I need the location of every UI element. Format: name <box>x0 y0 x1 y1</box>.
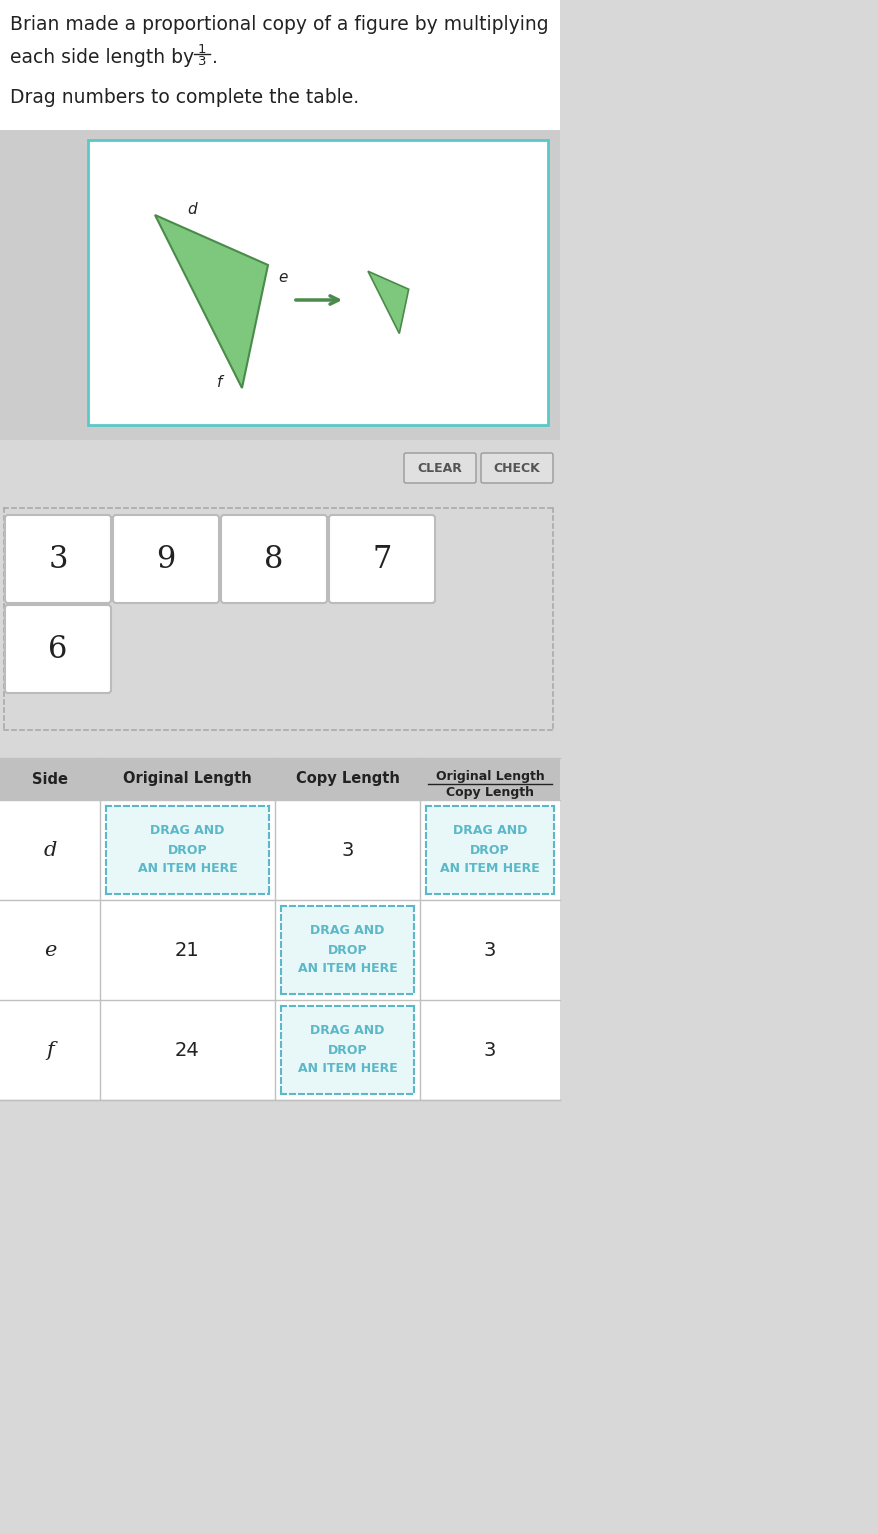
Text: e: e <box>277 270 287 285</box>
Text: 1: 1 <box>198 43 206 57</box>
Text: DRAG AND
DROP
AN ITEM HERE: DRAG AND DROP AN ITEM HERE <box>138 824 237 876</box>
FancyBboxPatch shape <box>426 805 553 894</box>
FancyBboxPatch shape <box>0 0 559 135</box>
Text: f: f <box>46 1040 54 1060</box>
Text: 21: 21 <box>175 940 199 959</box>
FancyBboxPatch shape <box>88 140 547 425</box>
Text: e: e <box>44 940 56 959</box>
Text: 3: 3 <box>341 841 353 859</box>
Polygon shape <box>368 272 408 333</box>
Text: 3: 3 <box>198 55 206 67</box>
Text: d: d <box>187 202 197 216</box>
FancyBboxPatch shape <box>0 130 559 440</box>
FancyBboxPatch shape <box>5 604 111 693</box>
Text: 3: 3 <box>483 1040 495 1060</box>
FancyBboxPatch shape <box>0 801 559 1100</box>
FancyBboxPatch shape <box>281 1006 414 1094</box>
Text: 3: 3 <box>483 940 495 959</box>
Text: Side: Side <box>32 772 68 787</box>
FancyBboxPatch shape <box>220 515 327 603</box>
FancyBboxPatch shape <box>281 907 414 994</box>
FancyBboxPatch shape <box>0 758 559 801</box>
Text: Copy Length: Copy Length <box>295 772 399 787</box>
FancyBboxPatch shape <box>5 515 111 603</box>
Text: 6: 6 <box>48 634 68 664</box>
FancyBboxPatch shape <box>113 515 219 603</box>
Polygon shape <box>155 215 268 388</box>
Text: CLEAR: CLEAR <box>417 462 462 474</box>
Text: each side length by: each side length by <box>10 48 200 67</box>
Text: DRAG AND
DROP
AN ITEM HERE: DRAG AND DROP AN ITEM HERE <box>440 824 539 876</box>
Text: 24: 24 <box>175 1040 199 1060</box>
Text: Drag numbers to complete the table.: Drag numbers to complete the table. <box>10 87 359 107</box>
Text: Copy Length: Copy Length <box>445 785 534 799</box>
Text: Original Length: Original Length <box>435 770 543 782</box>
Text: Brian made a proportional copy of a figure by multiplying: Brian made a proportional copy of a figu… <box>10 15 548 34</box>
Text: 3: 3 <box>48 543 68 575</box>
Text: .: . <box>212 48 218 67</box>
FancyBboxPatch shape <box>404 453 476 483</box>
FancyBboxPatch shape <box>328 515 435 603</box>
Text: 7: 7 <box>372 543 392 575</box>
Text: 8: 8 <box>264 543 284 575</box>
Text: DRAG AND
DROP
AN ITEM HERE: DRAG AND DROP AN ITEM HERE <box>298 925 397 976</box>
Text: d: d <box>43 841 56 859</box>
Text: f: f <box>217 374 222 390</box>
Text: Original Length: Original Length <box>123 772 252 787</box>
FancyBboxPatch shape <box>106 805 269 894</box>
Text: DRAG AND
DROP
AN ITEM HERE: DRAG AND DROP AN ITEM HERE <box>298 1025 397 1075</box>
Text: 9: 9 <box>156 543 176 575</box>
FancyBboxPatch shape <box>480 453 552 483</box>
Text: CHECK: CHECK <box>493 462 540 474</box>
